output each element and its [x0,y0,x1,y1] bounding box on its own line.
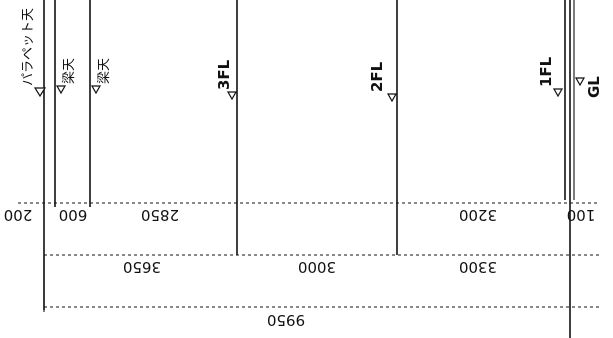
dim-upper-sub: 2850 [141,206,179,224]
first-floor-level-marker [552,88,564,98]
dim-floor-offset: 100 [567,206,596,224]
parapet-top-label: パラペット天 [21,8,36,86]
parapet-level-marker [33,87,47,98]
dim-story-1: 3300 [459,258,497,276]
dim-story-2: 3000 [298,258,336,276]
beam-top-b-label: 梁天 [97,58,112,84]
ground-level-marker [574,77,586,87]
second-floor-label: 2FL [368,61,386,92]
dim-beam-depth: 600 [59,206,88,224]
first-floor-label: 1FL [537,56,555,87]
beam-b-level-marker [90,85,102,95]
ground-level-label: GL [585,76,603,98]
third-floor-label: 3FL [215,59,233,90]
level-lines [43,0,575,338]
dimension-lines [18,202,600,312]
level-markers [33,77,586,103]
dimension-values: 200 600 2850 3200 100 3650 3000 3300 995… [4,206,596,329]
dim-story-3: 3650 [123,258,161,276]
beam-a-level-marker [55,85,67,95]
dim-first-floor-sub: 3200 [459,206,497,224]
beam-top-a-label: 梁天 [62,58,77,84]
dim-parapet: 200 [4,206,33,224]
second-floor-level-marker [386,93,398,103]
dim-total: 9950 [267,311,305,329]
level-labels: パラペット天 梁天 梁天 3FL 2FL 1FL GL [21,8,603,98]
third-floor-level-marker [226,91,238,101]
